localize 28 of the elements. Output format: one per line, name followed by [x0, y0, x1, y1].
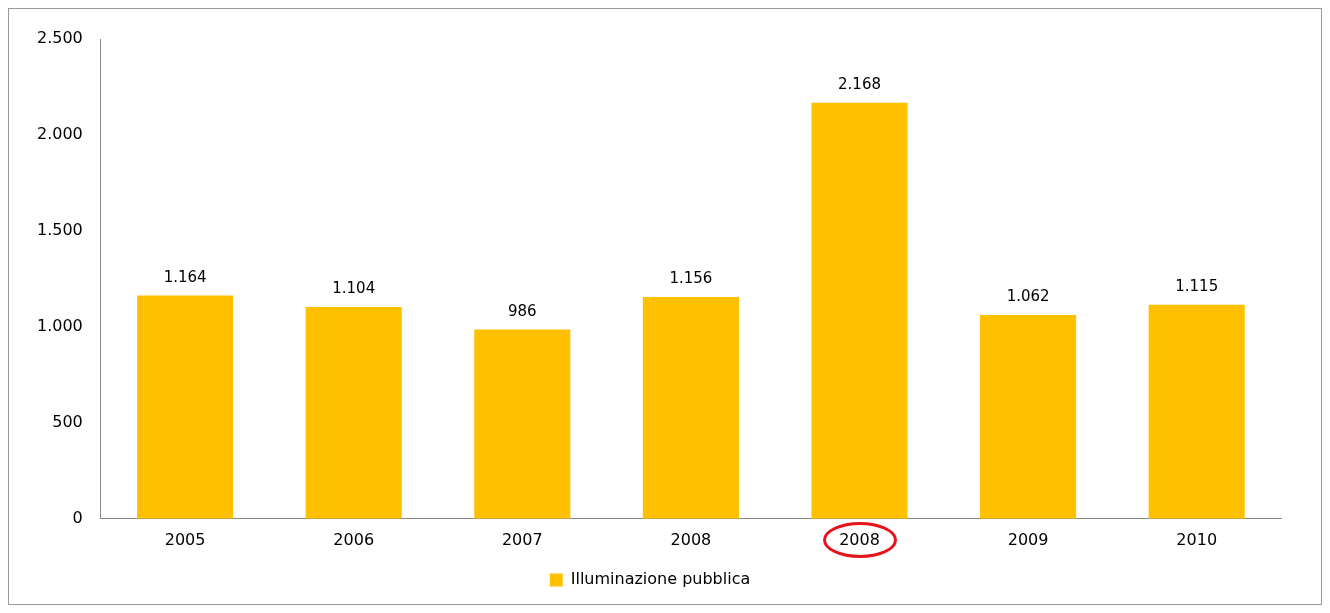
y-tick-label: 0	[72, 507, 83, 527]
data-label: 1.164	[163, 267, 207, 286]
x-tick-label: 2008	[839, 529, 880, 549]
data-label: 1.062	[1006, 287, 1050, 306]
x-tick-label: 2008	[670, 529, 712, 549]
bar	[642, 296, 739, 519]
bar	[1148, 304, 1245, 519]
data-label: 1.156	[669, 269, 713, 288]
bar	[811, 102, 908, 519]
y-tick-label: 2.500	[36, 28, 83, 48]
data-label: 1.115	[1175, 277, 1219, 296]
x-tick-label: 2009	[1007, 529, 1049, 549]
x-tick-label: 2010	[1176, 529, 1218, 549]
y-tick-label: 500	[52, 412, 83, 431]
data-label: 986	[507, 301, 537, 320]
data-label: 1.104	[332, 279, 376, 298]
y-tick-label: 1.000	[36, 316, 83, 336]
x-tick-label: 2005	[164, 529, 206, 549]
data-label: 2.168	[838, 75, 881, 94]
y-tick-label: 2.000	[36, 124, 83, 144]
x-tick-label: 2006	[333, 529, 375, 549]
y-tick-label: 1.500	[36, 220, 83, 240]
x-tick-label: 2007	[501, 529, 543, 549]
legend-label: Illuminazione pubblica	[570, 569, 751, 589]
bar	[305, 306, 402, 519]
bar	[474, 329, 571, 519]
bar	[137, 295, 234, 519]
bar	[980, 314, 1077, 519]
